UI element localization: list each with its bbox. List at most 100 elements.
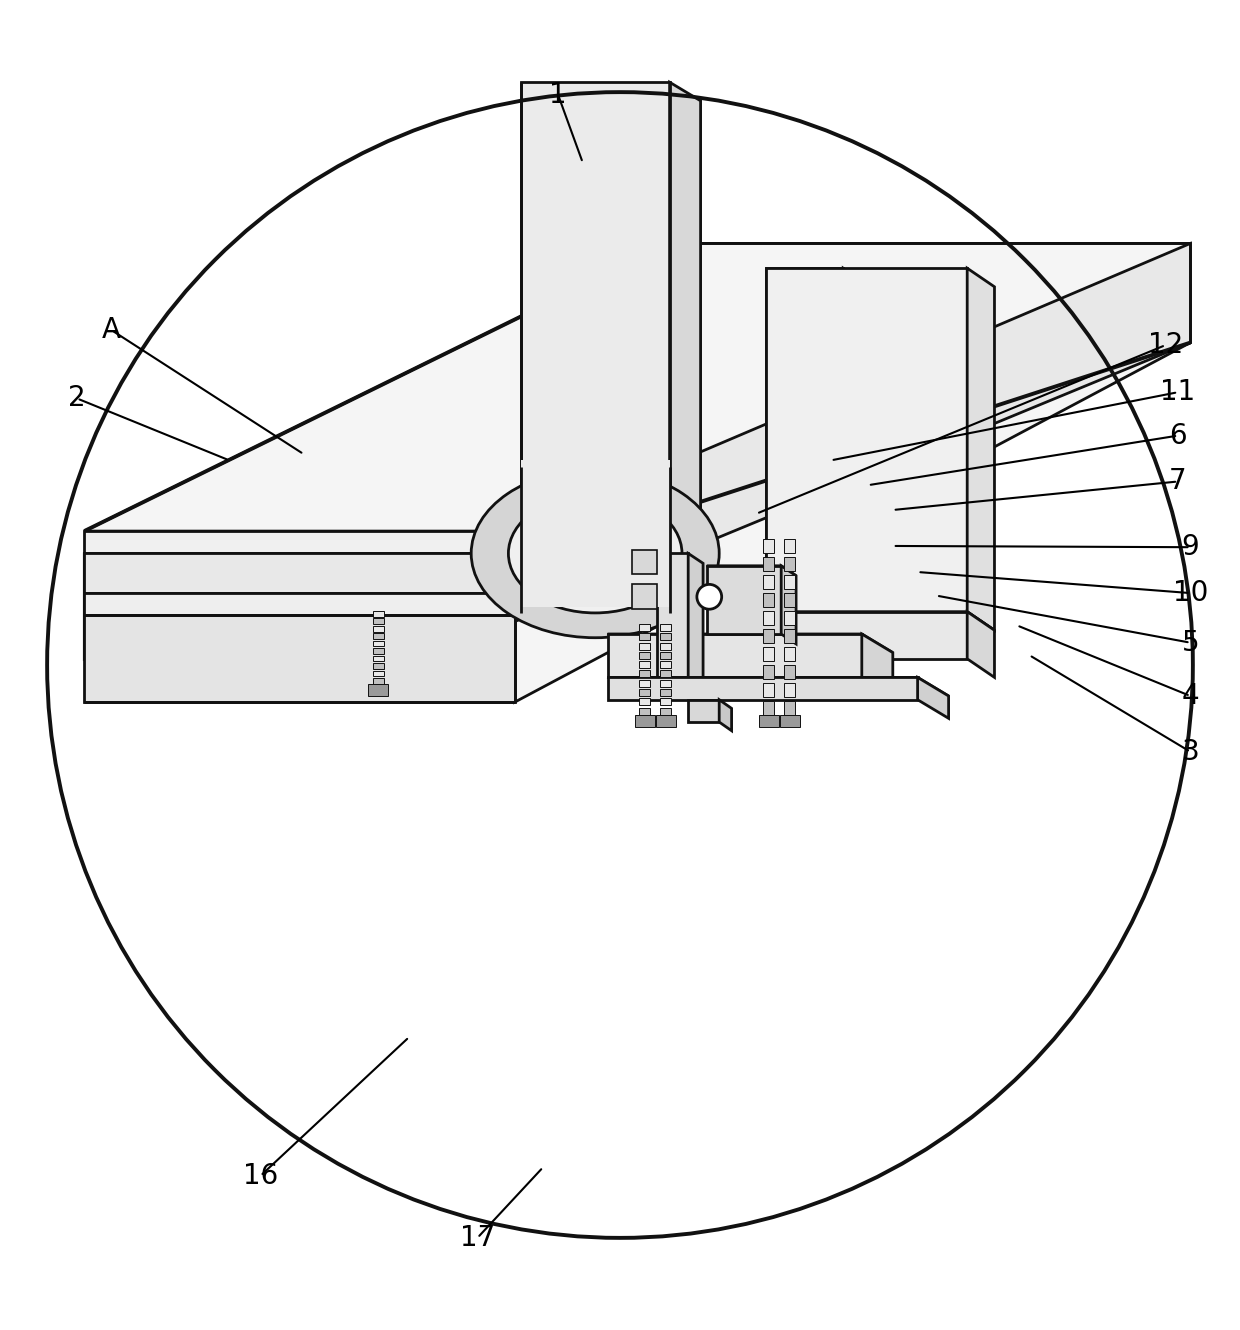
Polygon shape xyxy=(372,678,384,684)
Text: 11: 11 xyxy=(1161,378,1195,406)
Polygon shape xyxy=(764,576,774,589)
Polygon shape xyxy=(608,634,862,677)
Polygon shape xyxy=(843,269,870,634)
Text: 9: 9 xyxy=(1182,533,1199,561)
Polygon shape xyxy=(661,708,672,714)
Text: 16: 16 xyxy=(243,1162,278,1190)
Polygon shape xyxy=(640,689,650,696)
Polygon shape xyxy=(764,665,774,678)
Text: 4: 4 xyxy=(1182,682,1199,710)
Polygon shape xyxy=(372,648,384,654)
Polygon shape xyxy=(372,633,384,638)
Polygon shape xyxy=(766,269,967,612)
Polygon shape xyxy=(785,629,796,642)
Text: 3: 3 xyxy=(1182,738,1199,766)
Text: 1: 1 xyxy=(549,81,567,109)
Polygon shape xyxy=(84,616,515,702)
Polygon shape xyxy=(632,549,657,575)
Text: A: A xyxy=(102,317,122,344)
Polygon shape xyxy=(661,670,672,677)
Polygon shape xyxy=(661,624,672,630)
Circle shape xyxy=(47,92,1193,1238)
Polygon shape xyxy=(766,612,967,658)
Polygon shape xyxy=(372,664,384,669)
Polygon shape xyxy=(515,243,1190,621)
Polygon shape xyxy=(640,661,650,668)
Polygon shape xyxy=(521,460,670,606)
Polygon shape xyxy=(84,553,515,593)
Polygon shape xyxy=(785,612,796,625)
Polygon shape xyxy=(640,624,650,630)
Polygon shape xyxy=(640,698,650,705)
Polygon shape xyxy=(785,665,796,678)
Polygon shape xyxy=(368,684,388,696)
Polygon shape xyxy=(707,565,796,576)
Polygon shape xyxy=(84,243,1190,658)
Polygon shape xyxy=(608,634,893,653)
Text: 17: 17 xyxy=(460,1224,495,1252)
Polygon shape xyxy=(635,714,655,728)
Polygon shape xyxy=(707,565,781,634)
Polygon shape xyxy=(862,634,893,696)
Polygon shape xyxy=(785,593,796,606)
Polygon shape xyxy=(785,576,796,589)
Polygon shape xyxy=(785,684,796,697)
Polygon shape xyxy=(766,612,994,630)
Polygon shape xyxy=(608,677,949,696)
Polygon shape xyxy=(764,684,774,697)
Polygon shape xyxy=(661,680,672,686)
Polygon shape xyxy=(781,565,796,644)
Text: 12: 12 xyxy=(1148,331,1183,359)
Polygon shape xyxy=(372,626,384,632)
Polygon shape xyxy=(372,656,384,661)
Polygon shape xyxy=(661,661,672,668)
Polygon shape xyxy=(661,633,672,640)
Polygon shape xyxy=(640,633,650,640)
Polygon shape xyxy=(764,557,774,571)
Polygon shape xyxy=(661,689,672,696)
Polygon shape xyxy=(766,269,843,616)
Polygon shape xyxy=(764,612,774,625)
Text: 6: 6 xyxy=(1169,422,1187,450)
Polygon shape xyxy=(967,269,994,630)
Polygon shape xyxy=(764,648,774,661)
Polygon shape xyxy=(372,670,384,676)
Polygon shape xyxy=(759,714,779,728)
Polygon shape xyxy=(918,677,949,718)
Polygon shape xyxy=(656,714,676,728)
Polygon shape xyxy=(688,700,719,722)
Polygon shape xyxy=(785,648,796,661)
Polygon shape xyxy=(764,593,774,606)
Polygon shape xyxy=(661,642,672,649)
Polygon shape xyxy=(84,531,515,553)
Polygon shape xyxy=(640,652,650,658)
Polygon shape xyxy=(84,243,1190,702)
Polygon shape xyxy=(84,243,1190,576)
Polygon shape xyxy=(780,714,800,728)
Polygon shape xyxy=(632,584,657,609)
Polygon shape xyxy=(608,677,918,700)
Polygon shape xyxy=(372,610,384,617)
Circle shape xyxy=(697,584,722,609)
Polygon shape xyxy=(640,708,650,714)
Polygon shape xyxy=(640,680,650,686)
Text: 2: 2 xyxy=(68,384,86,412)
Text: 7: 7 xyxy=(1169,467,1187,496)
Polygon shape xyxy=(521,82,670,491)
Polygon shape xyxy=(764,539,774,553)
Polygon shape xyxy=(719,700,732,730)
Polygon shape xyxy=(688,553,703,688)
Polygon shape xyxy=(372,618,384,624)
Polygon shape xyxy=(657,553,688,677)
Polygon shape xyxy=(640,670,650,677)
Polygon shape xyxy=(764,629,774,642)
Text: 10: 10 xyxy=(1173,579,1208,606)
Polygon shape xyxy=(785,557,796,571)
Polygon shape xyxy=(670,82,701,509)
Polygon shape xyxy=(640,642,650,649)
Polygon shape xyxy=(785,701,796,714)
Polygon shape xyxy=(661,652,672,658)
Polygon shape xyxy=(661,698,672,705)
Polygon shape xyxy=(372,641,384,646)
Polygon shape xyxy=(84,593,515,616)
